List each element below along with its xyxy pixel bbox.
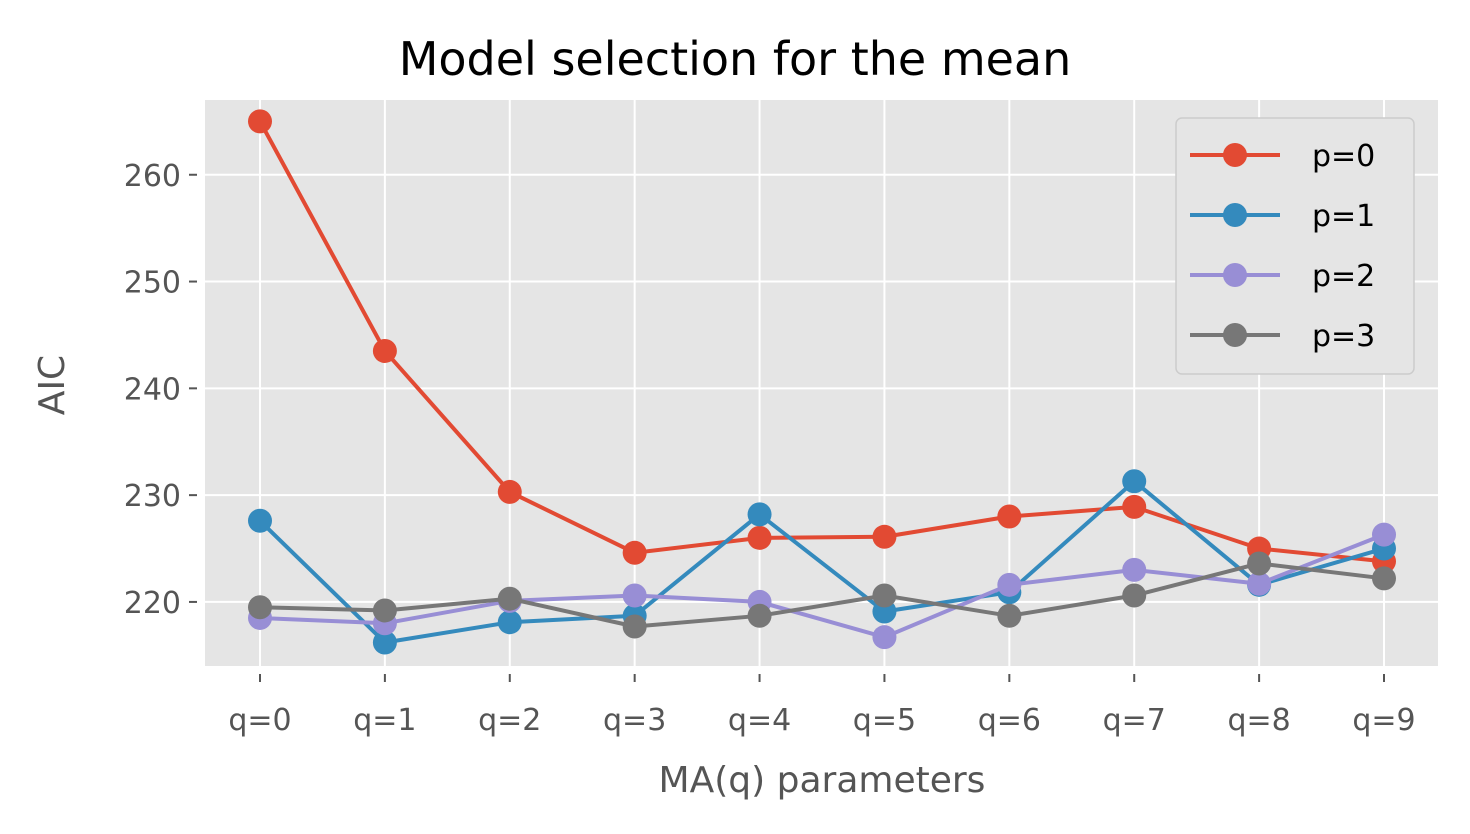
data-point — [747, 603, 772, 628]
data-point — [1122, 469, 1147, 494]
legend-marker — [1223, 263, 1247, 287]
legend-box — [1175, 117, 1415, 375]
data-point — [1122, 557, 1147, 582]
legend-item: p=2 — [1190, 259, 1375, 294]
legend-label: p=0 — [1312, 139, 1375, 174]
data-point — [622, 540, 647, 565]
y-tick-label: 260 — [124, 159, 181, 194]
y-axis-ticks: 220 230 240 250 260 — [124, 159, 197, 621]
x-tick-label: q=0 — [228, 703, 291, 738]
series-line — [259, 532, 1385, 640]
series-p=3 — [248, 551, 1396, 639]
data-point — [1372, 566, 1396, 591]
series-p=1 — [248, 469, 1396, 655]
x-axis-ticks: q=0 q=1 q=2 q=3 q=4 q=5 q=6 q=7 q=8 q=9 — [228, 674, 1416, 738]
data-point — [1122, 494, 1147, 519]
legend-label: p=3 — [1312, 319, 1375, 354]
data-point — [997, 504, 1022, 529]
chart-title: Model selection for the mean — [399, 32, 1072, 86]
data-point — [372, 630, 397, 655]
x-tick-label: q=1 — [353, 703, 416, 738]
series-line — [258, 120, 1385, 564]
x-axis-label: MA(q) parameters — [659, 760, 986, 801]
data-point — [622, 583, 647, 608]
data-point — [747, 525, 772, 550]
series-line — [258, 479, 1385, 645]
data-point — [1122, 583, 1147, 608]
legend-label: p=1 — [1312, 199, 1375, 234]
series-p=0 — [248, 109, 1396, 574]
legend-marker — [1223, 203, 1247, 227]
legend: p=0 p=1 p=2 p=3 — [1175, 117, 1415, 375]
data-point — [872, 583, 897, 608]
x-tick-label: q=6 — [978, 703, 1041, 738]
data-point — [1247, 551, 1272, 576]
data-point — [372, 598, 397, 623]
data-point — [248, 508, 272, 533]
data-point — [1372, 522, 1396, 547]
legend-item: p=0 — [1190, 139, 1375, 174]
data-point — [747, 502, 772, 527]
y-tick-label: 250 — [124, 266, 181, 301]
data-point — [997, 572, 1022, 597]
x-tick-label: q=4 — [728, 703, 791, 738]
data-point — [497, 610, 522, 635]
series-line — [259, 561, 1385, 629]
x-tick-label: q=5 — [853, 703, 916, 738]
y-tick-label: 240 — [124, 372, 181, 407]
data-point — [997, 603, 1022, 628]
legend-label: p=2 — [1312, 259, 1375, 294]
data-point — [872, 524, 897, 549]
y-tick-label: 230 — [124, 479, 181, 514]
data-point — [497, 479, 522, 504]
data-point — [372, 338, 397, 363]
data-point — [497, 586, 522, 611]
legend-item: p=3 — [1190, 319, 1375, 354]
y-axis-label: AIC — [32, 355, 73, 415]
legend-item: p=1 — [1190, 199, 1375, 234]
data-point — [622, 614, 647, 639]
legend-marker — [1223, 143, 1247, 167]
x-tick-label: q=7 — [1103, 703, 1166, 738]
x-tick-label: q=3 — [603, 703, 666, 738]
data-point — [248, 109, 272, 134]
x-tick-label: q=8 — [1227, 703, 1290, 738]
x-tick-label: q=9 — [1352, 703, 1415, 738]
legend-marker — [1223, 323, 1247, 347]
x-tick-label: q=2 — [478, 703, 541, 738]
data-point — [872, 625, 897, 650]
data-point — [248, 595, 272, 620]
y-tick-label: 220 — [124, 586, 181, 621]
series-lines — [248, 109, 1396, 655]
data-point — [1247, 571, 1272, 596]
